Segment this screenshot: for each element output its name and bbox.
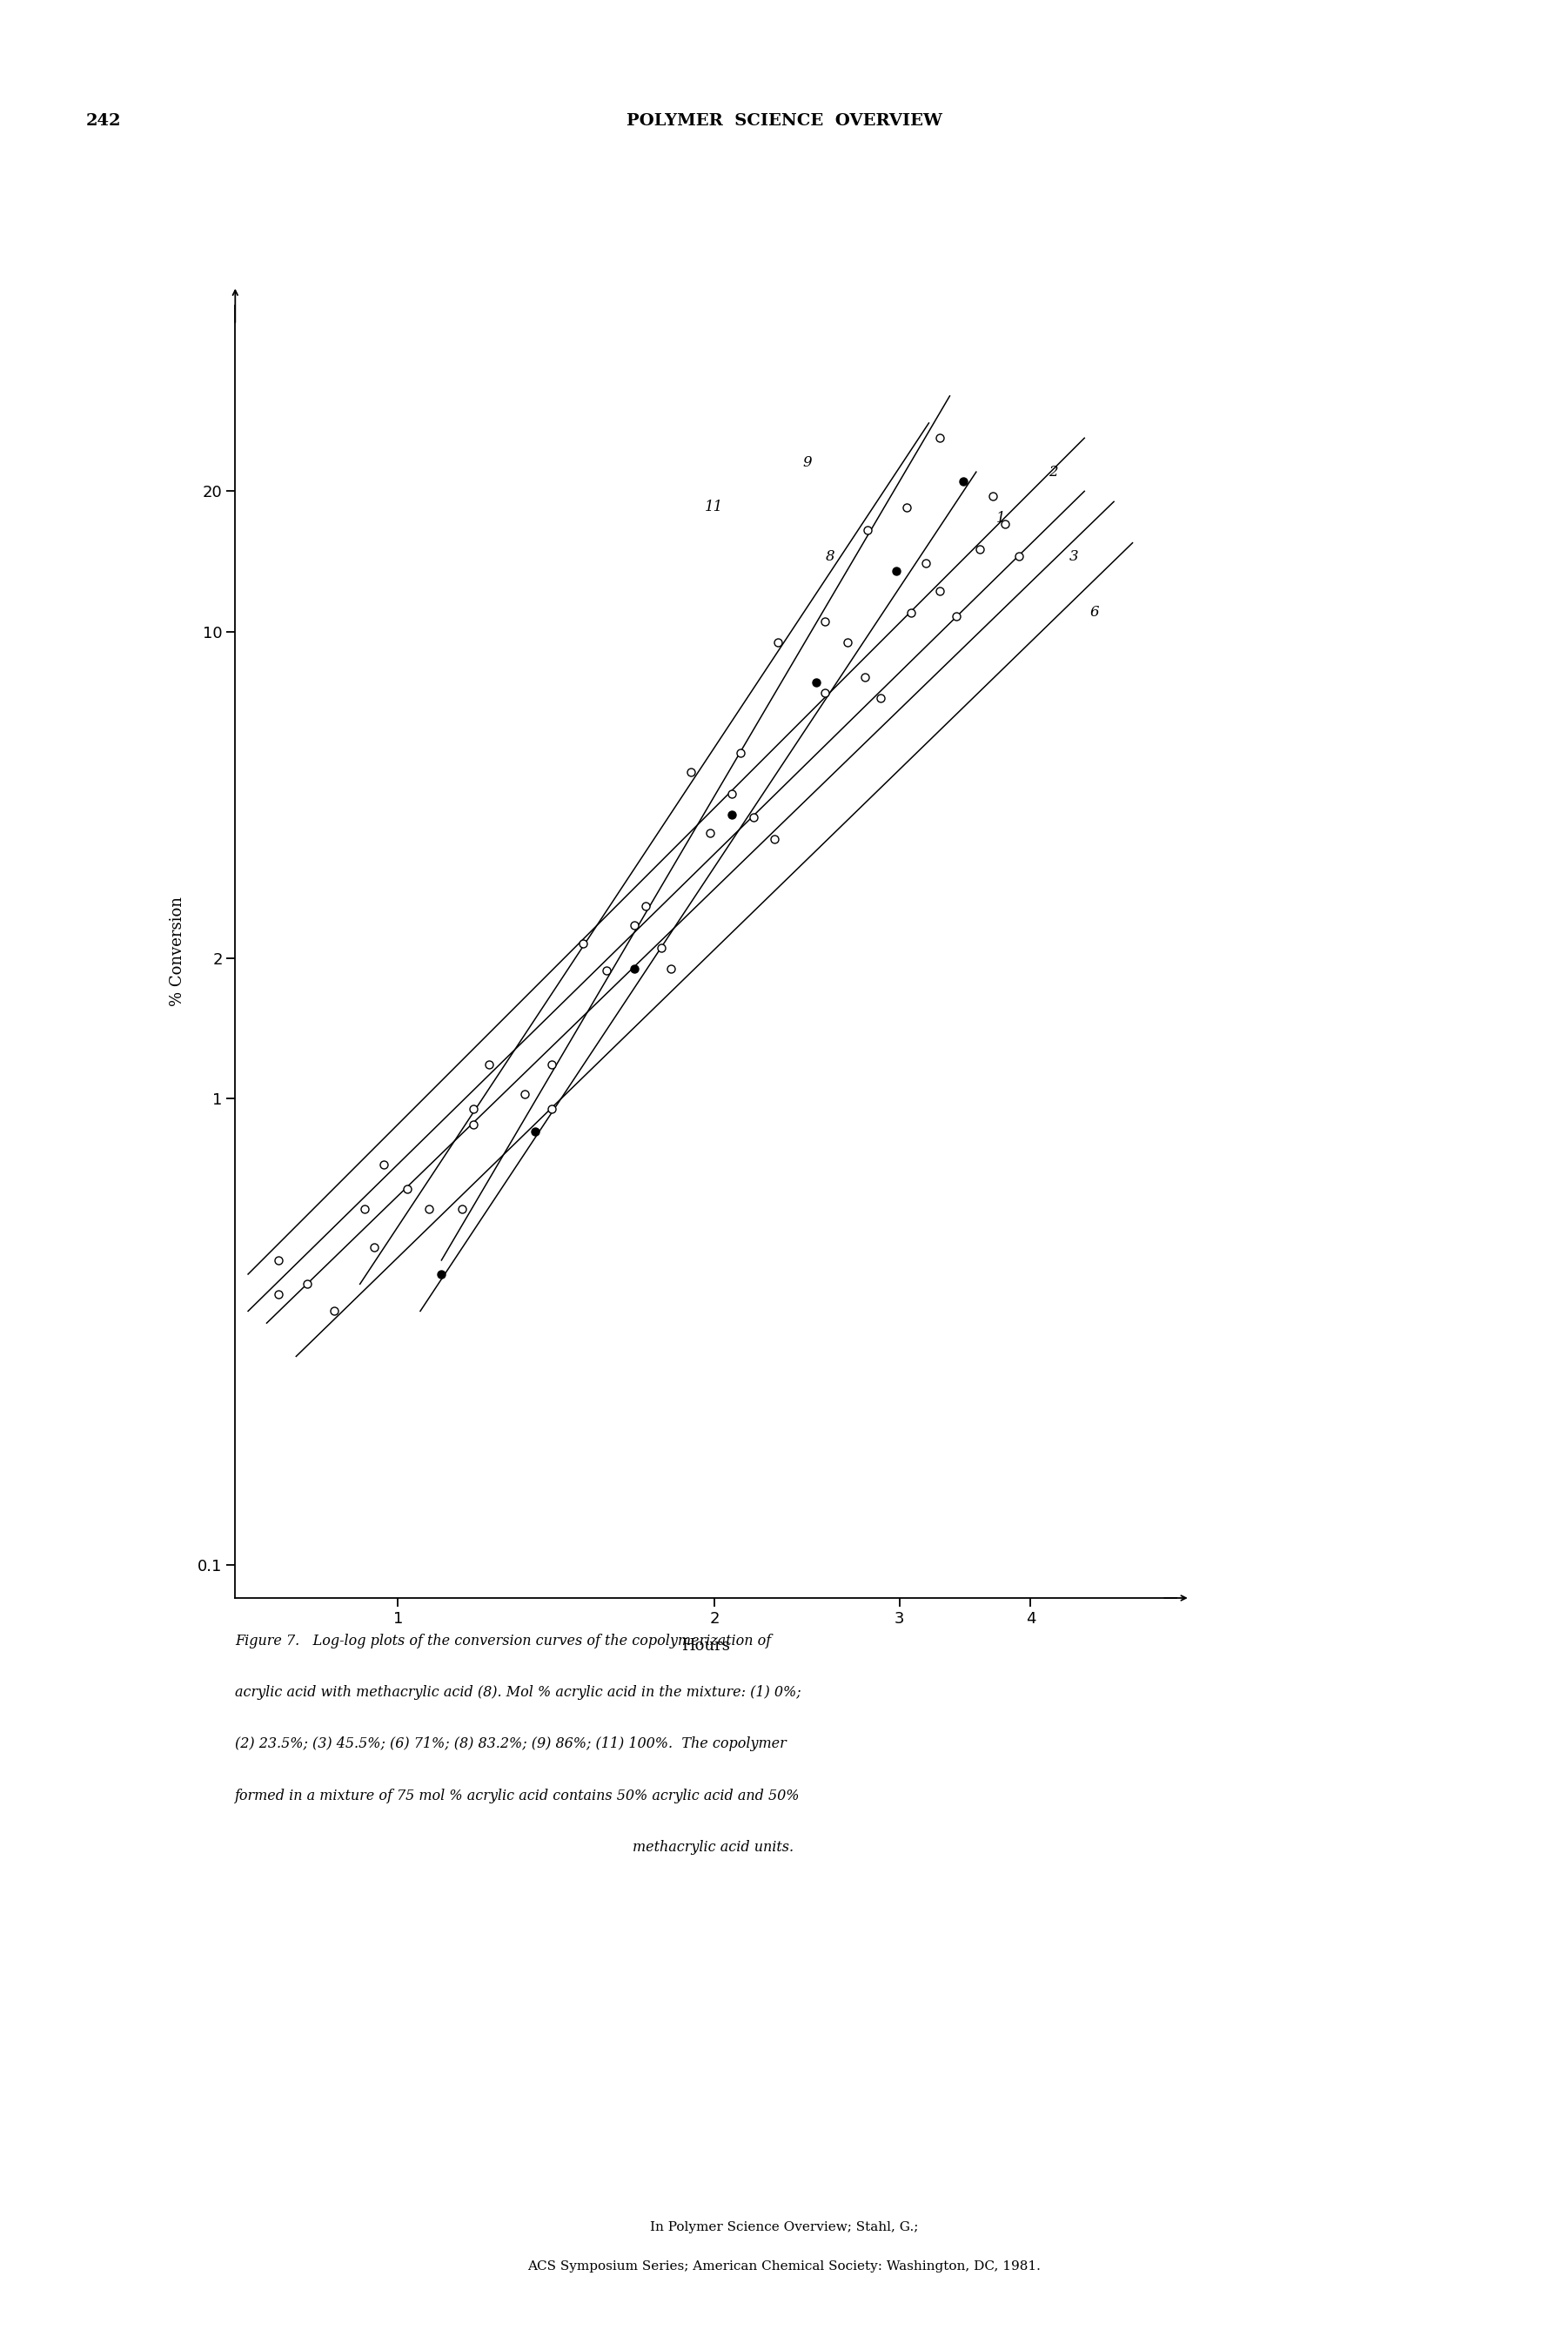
Text: 242: 242 (86, 113, 121, 129)
Text: acrylic acid with methacrylic acid (8). Mol % acrylic acid in the mixture: (1) 0: acrylic acid with methacrylic acid (8). … (235, 1685, 801, 1699)
Text: 11: 11 (706, 501, 723, 515)
Text: 6: 6 (1090, 604, 1099, 620)
Text: formed in a mixture of 75 mol % acrylic acid contains 50% acrylic acid and 50%: formed in a mixture of 75 mol % acrylic … (235, 1788, 800, 1802)
X-axis label: Hours: Hours (681, 1638, 731, 1654)
Text: 1: 1 (997, 510, 1005, 526)
Text: 3: 3 (1069, 550, 1079, 564)
Text: In Polymer Science Overview; Stahl, G.;: In Polymer Science Overview; Stahl, G.; (649, 2221, 919, 2232)
Text: ACS Symposium Series; American Chemical Society: Washington, DC, 1981.: ACS Symposium Series; American Chemical … (527, 2261, 1041, 2272)
Text: (2) 23.5%; (3) 45.5%; (6) 71%; (8) 83.2%; (9) 86%; (11) 100%.  The copolymer: (2) 23.5%; (3) 45.5%; (6) 71%; (8) 83.2%… (235, 1737, 787, 1751)
Text: methacrylic acid units.: methacrylic acid units. (633, 1840, 793, 1854)
Y-axis label: % Conversion: % Conversion (169, 898, 185, 1006)
Text: 8: 8 (826, 550, 836, 564)
Text: Figure 7.   Log-log plots of the conversion curves of the copolymerization of: Figure 7. Log-log plots of the conversio… (235, 1633, 771, 1647)
Text: 9: 9 (803, 456, 812, 470)
Text: POLYMER  SCIENCE  OVERVIEW: POLYMER SCIENCE OVERVIEW (626, 113, 942, 129)
Text: 2: 2 (1049, 465, 1057, 479)
